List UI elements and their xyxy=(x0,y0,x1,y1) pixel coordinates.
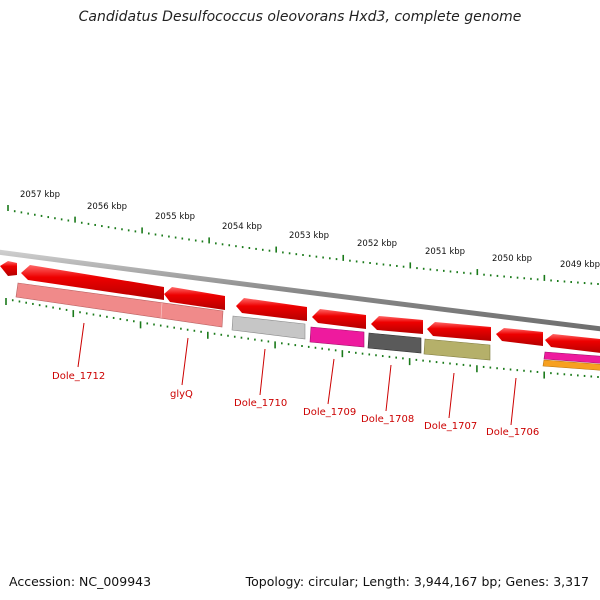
feature-bar xyxy=(231,315,306,340)
leader-line xyxy=(77,322,85,368)
leader-line xyxy=(327,358,335,405)
cds-arrow xyxy=(21,265,164,300)
kbp-label: 2052 kbp xyxy=(357,239,397,249)
gene-label: Dole_1712 xyxy=(52,371,105,382)
cds-track xyxy=(0,261,600,353)
genome-title: Candidatus Desulfococcus oleovorans Hxd3… xyxy=(78,9,522,25)
topology-summary: Topology: circular; Length: 3,944,167 bp… xyxy=(245,574,589,589)
feature-bar xyxy=(15,282,224,328)
leader-line xyxy=(259,348,266,396)
feature-bar-divider xyxy=(160,302,163,319)
gene-label: Dole_1708 xyxy=(361,414,414,425)
leader-line xyxy=(448,372,455,419)
kbp-label: 2054 kbp xyxy=(222,222,262,232)
kbp-label: 2049 kbp xyxy=(560,260,600,270)
kbp-label: 2055 kbp xyxy=(155,212,195,222)
leader-lines xyxy=(77,322,517,426)
cds-arrow xyxy=(236,298,307,321)
cds-arrow xyxy=(164,287,225,310)
cds-arrow xyxy=(312,309,366,329)
cds-arrow xyxy=(0,261,17,276)
feature-bar xyxy=(423,338,491,361)
cds-arrow xyxy=(371,316,423,334)
cds-arrow xyxy=(427,322,491,341)
gene-label: Dole_1709 xyxy=(303,407,356,418)
kbp-label: 2056 kbp xyxy=(87,202,127,212)
feature-bar xyxy=(542,359,600,371)
genome-backbone xyxy=(0,249,600,332)
outer-tick-ring xyxy=(7,205,599,285)
kbp-label: 2057 kbp xyxy=(20,190,60,200)
gene-label: Dole_1707 xyxy=(424,421,477,432)
leader-line xyxy=(385,364,392,412)
cds-arrow xyxy=(496,328,543,346)
kbp-label: 2051 kbp xyxy=(425,247,465,257)
gene-label: glyQ xyxy=(170,389,193,400)
kbp-label-group: 2057 kbp 2056 kbp 2055 kbp 2054 kbp 2053… xyxy=(20,190,600,270)
kbp-label: 2050 kbp xyxy=(492,254,532,264)
leader-line xyxy=(510,377,517,426)
feature-bar xyxy=(367,332,422,354)
gene-label: Dole_1710 xyxy=(234,398,287,409)
feature-bar xyxy=(309,326,365,348)
accession-text: Accession: NC_009943 xyxy=(9,574,152,589)
gene-label: Dole_1706 xyxy=(486,427,539,438)
inner-tick-ring xyxy=(5,298,599,379)
leader-line xyxy=(181,337,189,386)
cds-arrow xyxy=(545,334,600,353)
feature-bar xyxy=(543,351,600,364)
feature-track xyxy=(15,282,600,371)
gene-labels: Dole_1712 glyQ Dole_1710 Dole_1709 Dole_… xyxy=(52,371,539,438)
kbp-label: 2053 kbp xyxy=(289,231,329,241)
